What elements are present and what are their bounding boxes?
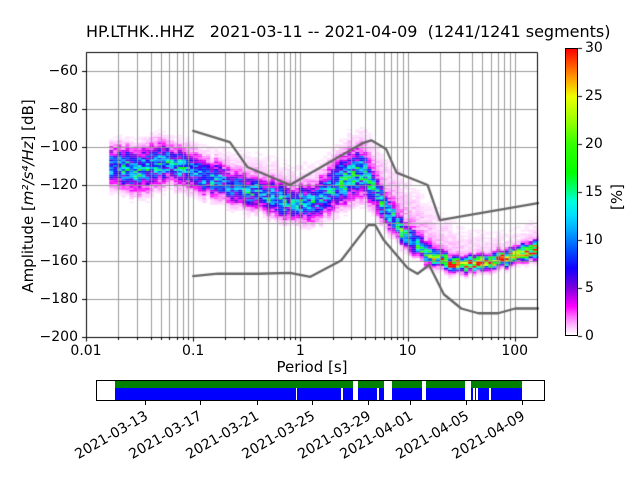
y-tick-label: −140: [39, 215, 78, 231]
y-tick-label: −80: [48, 101, 78, 117]
coverage-data-segment: [471, 388, 474, 400]
date-tick-mark: [257, 401, 258, 405]
date-tick-mark: [368, 401, 369, 405]
coverage-processed-segment: [471, 381, 523, 388]
data-availability-bar: [96, 380, 545, 401]
plot-title: HP.LTHK..HHZ 2021-03-11 -- 2021-04-09 (1…: [86, 22, 611, 41]
coverage-data-segment: [392, 388, 423, 400]
y-tick-label: −160: [39, 253, 78, 269]
coverage-processed-segment: [115, 381, 353, 388]
coverage-data-segment: [490, 388, 523, 400]
coverage-data-segment: [343, 388, 353, 400]
date-tick-mark: [466, 401, 467, 405]
coverage-data-segment: [477, 388, 489, 400]
colorbar-tick-label: 5: [585, 280, 594, 296]
x-axis-label: Period [s]: [276, 358, 348, 376]
colorbar-tick-label: 15: [585, 184, 603, 200]
x-tick-label: 1: [295, 343, 305, 359]
date-tick-mark: [312, 401, 313, 405]
y-tick-label: −120: [39, 177, 78, 193]
date-tick-mark: [145, 401, 146, 405]
x-tick-label: 10: [398, 343, 417, 359]
coverage-data-segment: [115, 388, 296, 400]
coverage-processed-segment: [426, 381, 466, 388]
colorbar-tick-label: 20: [585, 136, 603, 152]
x-tick-label: 0.1: [182, 343, 205, 359]
coverage-data-segment: [297, 388, 342, 400]
coverage-data-segment: [426, 388, 466, 400]
date-tick-mark: [200, 401, 201, 405]
y-tick-label: −60: [48, 63, 78, 79]
coverage-processed-segment: [392, 381, 423, 388]
coverage-data-segment: [378, 388, 385, 400]
date-tick-mark: [522, 401, 523, 405]
colorbar-tick-label: 0: [585, 328, 594, 344]
date-tick-mark: [410, 401, 411, 405]
colorbar-tick-label: 25: [585, 88, 603, 104]
colorbar-gradient: [565, 48, 578, 336]
coverage-data-segment: [358, 388, 378, 400]
coverage-processed-segment: [358, 381, 385, 388]
y-tick-label: −100: [39, 139, 78, 155]
coverage-data-segment: [474, 388, 477, 400]
x-tick-label: 100: [501, 343, 529, 359]
y-tick-label: −180: [39, 291, 78, 307]
colorbar-tick-label: 30: [585, 40, 603, 56]
colorbar-tick-label: 10: [585, 232, 603, 248]
y-axis-label: Amplitude [m²/s⁴/Hz] [dB]: [19, 99, 37, 293]
y-tick-label: −200: [39, 329, 78, 345]
x-tick-label: 0.01: [70, 343, 102, 359]
